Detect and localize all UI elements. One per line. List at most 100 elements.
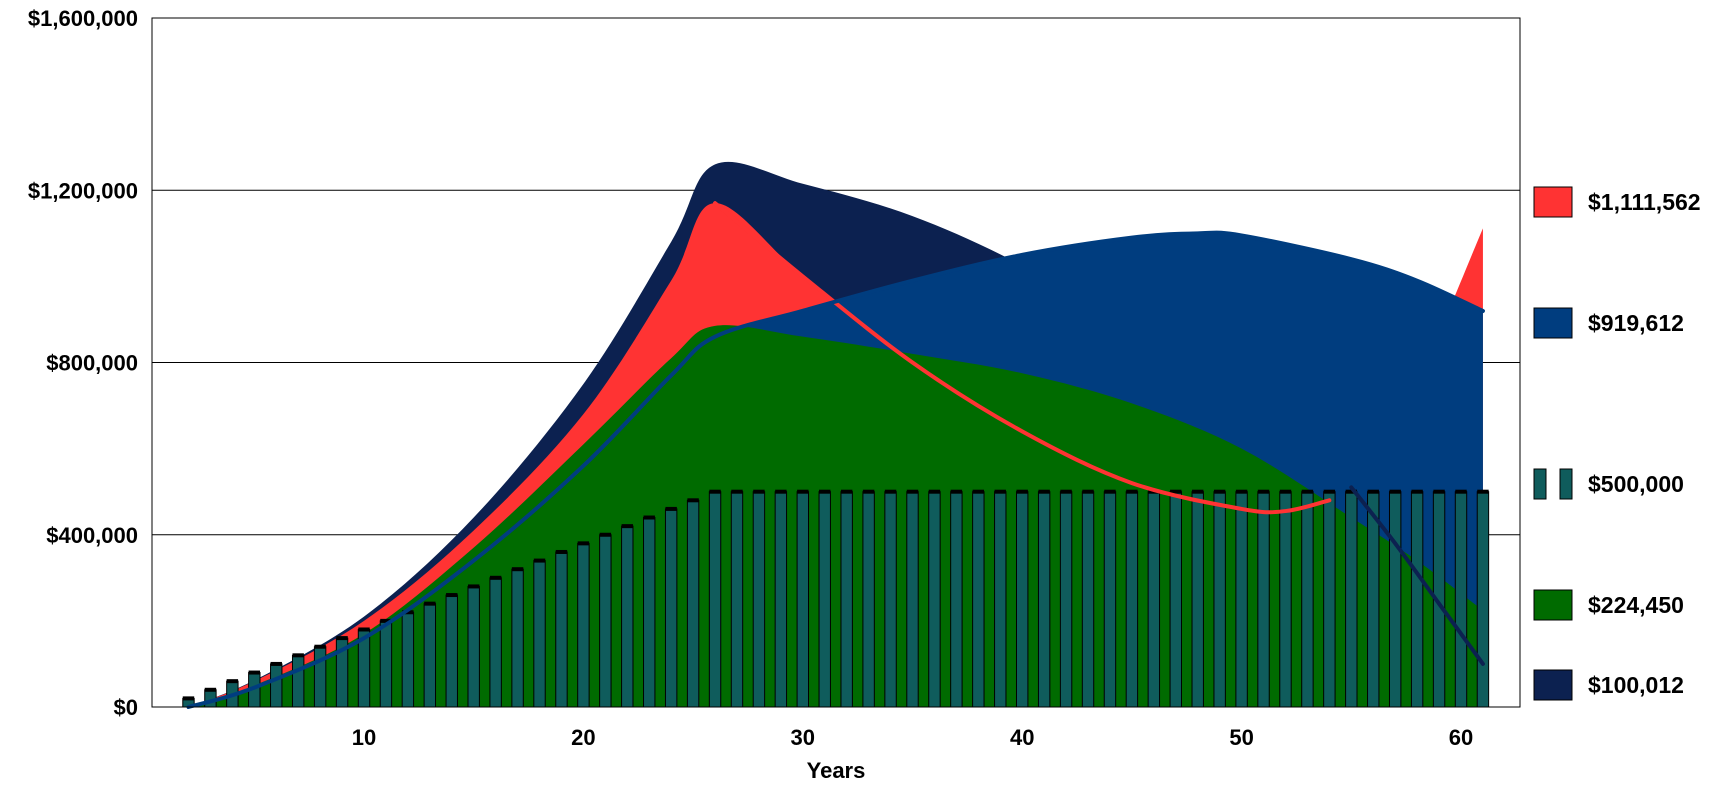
bar-cap-43 xyxy=(1126,489,1138,494)
legend-swatch-1 xyxy=(1533,307,1573,339)
bar-cap-9 xyxy=(380,618,392,623)
bar-9 xyxy=(379,620,393,708)
bar-cap-8 xyxy=(358,627,370,632)
bar-cap-50 xyxy=(1279,489,1292,494)
bar-cap-5 xyxy=(292,653,304,658)
bar-cap-57 xyxy=(1433,489,1445,494)
bar-cap-4 xyxy=(270,661,282,666)
bar-cap-35 xyxy=(950,489,963,494)
bar-cap-51 xyxy=(1301,489,1314,494)
bar-cap-23 xyxy=(687,498,699,503)
bar-cap-32 xyxy=(884,489,897,494)
bar-cap-15 xyxy=(511,567,524,572)
bar-48 xyxy=(1235,491,1248,708)
bar-cap-46 xyxy=(1192,489,1204,494)
bar-40 xyxy=(1059,491,1073,708)
bar-cap-0 xyxy=(182,696,195,701)
bar-cap-24 xyxy=(709,489,721,494)
y-tick-label: $400,000 xyxy=(46,523,138,548)
bar-26 xyxy=(752,491,766,708)
bar-54 xyxy=(1367,491,1380,708)
legend: $1,111,562 $919,612 $500,000 $224,450 $100,0… xyxy=(1533,186,1701,701)
bar-cap-29 xyxy=(819,489,831,494)
bar-49 xyxy=(1257,491,1270,708)
x-tick-label: 60 xyxy=(1449,725,1473,750)
bar-36 xyxy=(972,491,985,708)
legend-label-2: $500,000 xyxy=(1588,471,1684,497)
x-tick-label: 10 xyxy=(352,725,376,750)
bar-53 xyxy=(1345,491,1358,708)
x-tick-label: 50 xyxy=(1229,725,1253,750)
bar-cap-11 xyxy=(424,601,436,606)
bar-cap-52 xyxy=(1323,489,1336,494)
bar-cap-13 xyxy=(467,584,480,589)
bar-24 xyxy=(708,491,722,708)
y-tick-label: $1,600,000 xyxy=(28,6,138,31)
bar-16 xyxy=(533,560,546,708)
bar-cap-27 xyxy=(775,489,787,494)
bar-4 xyxy=(270,663,283,708)
bar-cap-16 xyxy=(533,558,546,563)
bar-17 xyxy=(555,551,568,708)
bar-39 xyxy=(1037,491,1051,708)
legend-swatch-3 xyxy=(1533,589,1573,621)
x-axis-title: Years xyxy=(807,758,866,783)
bar-cap-30 xyxy=(840,489,853,494)
bar-37 xyxy=(994,491,1007,708)
bar-19 xyxy=(599,534,612,708)
bar-cap-17 xyxy=(555,549,568,554)
line-blue-trace xyxy=(186,230,1485,709)
y-axis-ticks: $0 $400,000 $800,000 $1,200,000 $1,600,000 xyxy=(28,6,138,720)
bar-51 xyxy=(1301,491,1314,708)
bar-cap-10 xyxy=(402,610,414,615)
bar-47 xyxy=(1213,491,1226,708)
line-red-trace xyxy=(713,201,1332,515)
bar-cap-40 xyxy=(1060,489,1072,494)
bar-30 xyxy=(840,491,853,708)
bar-55 xyxy=(1388,491,1402,708)
bar-18 xyxy=(577,542,590,708)
bar-11 xyxy=(423,603,437,708)
bar-42 xyxy=(1103,491,1117,708)
bar-32 xyxy=(884,491,897,708)
bar-14 xyxy=(489,577,502,708)
bar-5 xyxy=(291,654,305,708)
bar-cap-25 xyxy=(731,489,743,494)
bar-41 xyxy=(1081,491,1095,708)
bar-cap-6 xyxy=(314,644,326,649)
bar-cap-38 xyxy=(1016,489,1028,494)
x-tick-label: 40 xyxy=(1010,725,1034,750)
bar-cap-31 xyxy=(862,489,875,494)
bar-25 xyxy=(730,491,744,708)
bar-cap-22 xyxy=(665,506,677,511)
bar-cap-19 xyxy=(599,532,612,537)
line-series xyxy=(186,201,1485,709)
bar-6 xyxy=(313,646,327,708)
bar-cap-55 xyxy=(1389,489,1401,494)
bar-cap-26 xyxy=(753,489,765,494)
bar-12 xyxy=(445,594,458,708)
legend-swatch-2-b xyxy=(1559,468,1573,500)
bar-52 xyxy=(1323,491,1336,708)
legend-label-0: $1,111,562 xyxy=(1588,189,1701,215)
bar-20 xyxy=(621,525,634,708)
bar-cap-56 xyxy=(1411,489,1423,494)
bar-15 xyxy=(511,568,524,708)
bar-cap-42 xyxy=(1104,489,1116,494)
bar-cap-18 xyxy=(577,541,590,546)
y-tick-label: $0 xyxy=(114,695,138,720)
bar-series xyxy=(182,489,1490,708)
bar-43 xyxy=(1125,491,1139,708)
legend-swatch-4 xyxy=(1533,669,1573,701)
bar-cap-37 xyxy=(994,489,1006,494)
bar-13 xyxy=(467,585,480,708)
bar-cap-7 xyxy=(336,636,348,641)
bar-44 xyxy=(1147,491,1161,708)
bar-cap-39 xyxy=(1038,489,1050,494)
bar-27 xyxy=(774,491,788,708)
line-navy-trace xyxy=(1349,485,1485,666)
bar-cap-3 xyxy=(248,670,261,675)
legend-swatch-0 xyxy=(1533,186,1573,218)
bar-46 xyxy=(1191,491,1204,708)
bar-cap-33 xyxy=(906,489,919,494)
